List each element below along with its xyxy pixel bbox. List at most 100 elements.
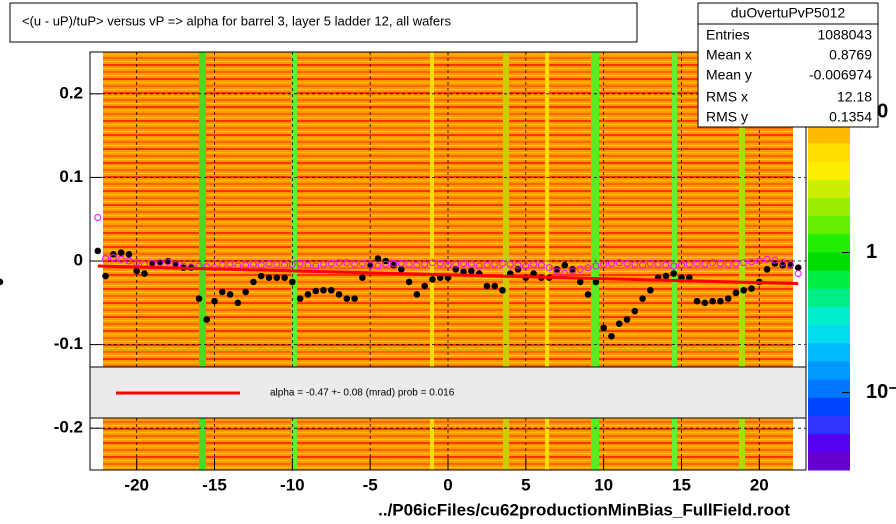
profile-point-open: [670, 262, 678, 270]
z-tick-label: 1: [866, 241, 877, 263]
profile-point-open: [109, 254, 117, 262]
palette-band: [808, 179, 850, 198]
profile-point-open: [327, 260, 335, 268]
stats-label: RMS y: [706, 109, 748, 125]
profile-point-open: [125, 257, 133, 265]
stats-label: RMS x: [706, 89, 748, 105]
profile-point-open: [701, 260, 709, 268]
profile-point-open: [421, 260, 429, 268]
profile-point: [429, 276, 436, 283]
profile-point: [351, 295, 358, 302]
chart-title: <(u - uP)/tuP> versus vP => alpha for ba…: [22, 13, 451, 28]
x-tick-label: -15: [202, 475, 227, 494]
stats-label: Mean y: [706, 67, 752, 83]
profile-point-open: [436, 260, 444, 268]
profile-point-open: [794, 270, 802, 278]
profile-point-open: [460, 260, 468, 268]
profile-point: [647, 286, 654, 294]
palette-band: [808, 251, 850, 271]
profile-point: [483, 282, 491, 290]
profile-point: [639, 295, 646, 302]
profile-point-open: [755, 257, 763, 265]
z-tick-label: 10⁻¹: [866, 381, 896, 403]
profile-point: [141, 270, 148, 277]
profile-point-open: [763, 255, 771, 263]
palette-band: [808, 233, 850, 253]
profile-point-open: [654, 260, 662, 268]
profile-point-open: [592, 262, 600, 270]
profile-point: [615, 320, 623, 328]
profile-point: [335, 291, 343, 298]
profile-point-open: [249, 260, 257, 268]
profile-point-open: [584, 264, 592, 272]
stats-name: duOvertuPvP5012: [731, 5, 846, 21]
stats-value: -0.006974: [809, 67, 872, 83]
profile-point: [390, 261, 397, 269]
profile-point: [763, 266, 771, 273]
profile-point-open: [740, 259, 748, 267]
profile-point: [724, 295, 732, 302]
profile-point: [94, 247, 102, 255]
profile-point-open: [576, 265, 584, 273]
profile-point-open: [724, 260, 732, 268]
profile-point-open: [522, 262, 530, 270]
profile-point-open: [296, 260, 304, 268]
profile-point: [289, 278, 296, 286]
profile-point-open: [677, 261, 685, 269]
profile-point: [211, 297, 218, 305]
profile-point: [709, 297, 716, 305]
profile-point: [670, 270, 677, 277]
profile-point: [569, 266, 576, 273]
profile-point: [203, 316, 211, 323]
profile-point-open: [343, 259, 351, 267]
profile-point-open: [273, 260, 281, 268]
profile-point: [740, 286, 748, 294]
stats-label: Entries: [706, 27, 750, 43]
profile-point: [608, 332, 615, 340]
profile-point: [242, 288, 249, 296]
title-box: [9, 2, 638, 43]
palette-band: [808, 215, 850, 235]
profile-point-open: [257, 261, 265, 269]
y-tick-label: 0.1: [59, 167, 83, 186]
x-tick-label: 20: [750, 475, 769, 494]
profile-point: [312, 287, 319, 295]
profile-point: [250, 278, 257, 286]
profile-point-open: [374, 262, 382, 270]
profile-point: [600, 324, 607, 332]
profile-point-open: [94, 214, 102, 222]
profile-point-open: [405, 260, 413, 268]
profile-point: [156, 259, 164, 266]
profile-point: [553, 266, 561, 273]
palette-band: [808, 306, 850, 326]
profile-point: [320, 286, 327, 294]
fit-line: [97, 264, 799, 286]
profile-point-open: [569, 267, 577, 275]
profile-point: [374, 255, 382, 262]
profile-point-open: [475, 262, 483, 270]
y-tick-label: 0.2: [59, 83, 83, 102]
x-tick-label: -20: [124, 475, 149, 494]
x-axis-label: ../P06icFiles/cu62productionMinBias_Full…: [378, 500, 790, 519]
palette-band: [808, 270, 850, 289]
profile-point-open: [452, 260, 460, 268]
profile-point-open: [351, 260, 359, 268]
profile-point-open: [390, 260, 398, 268]
x-tick-label: 5: [521, 475, 530, 494]
profile-point: [623, 316, 631, 323]
profile-point-open: [732, 260, 740, 268]
profile-point: [257, 272, 265, 280]
profile-point-open: [164, 258, 172, 266]
profile-point-open: [304, 261, 312, 269]
profile-point-open: [226, 260, 234, 268]
profile-point-open: [102, 254, 110, 262]
profile-point: [421, 282, 428, 290]
profile-point: [102, 272, 109, 280]
profile-point: [148, 260, 156, 267]
profile-point: [413, 291, 421, 298]
x-tick-label: 10: [594, 475, 613, 494]
profile-point-open: [716, 260, 724, 268]
profile-point: [343, 295, 351, 302]
profile-point: [273, 274, 281, 282]
plot-frame: [89, 51, 807, 471]
